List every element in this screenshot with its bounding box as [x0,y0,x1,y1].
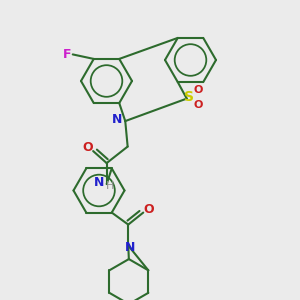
Text: O: O [194,100,203,110]
Text: O: O [143,203,154,216]
Text: N: N [112,113,122,126]
Text: S: S [184,90,194,104]
Text: O: O [82,141,93,154]
Text: F: F [62,48,71,61]
Text: N: N [94,176,104,189]
Text: H: H [106,181,114,190]
Text: N: N [124,241,135,254]
Text: O: O [194,85,203,95]
